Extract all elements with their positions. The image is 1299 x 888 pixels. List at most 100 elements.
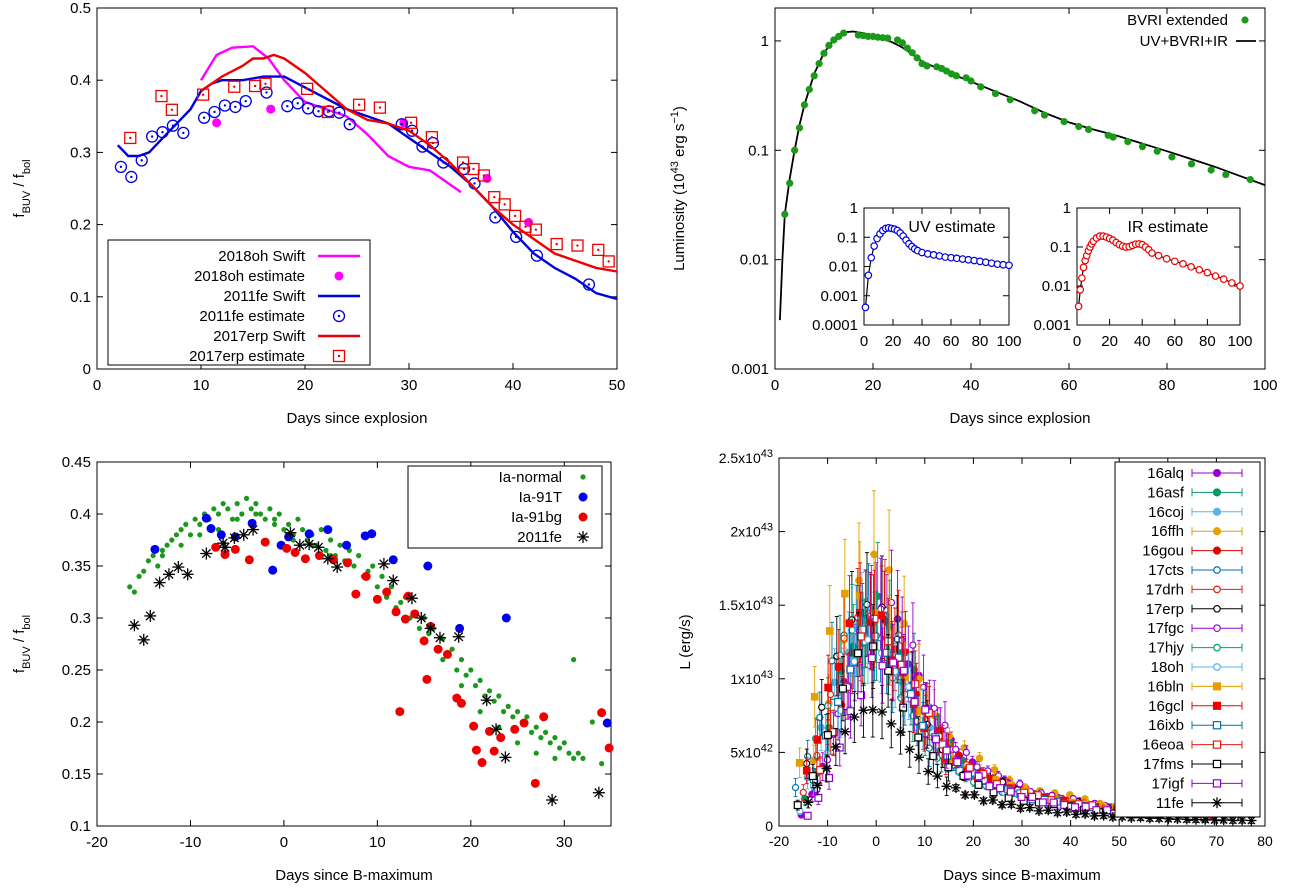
panel-b-inset-point [1170, 257, 1179, 266]
panel-b-legend-label: UV+BVRI+IR [1140, 33, 1229, 50]
panel-c-xtick-label: 0 [280, 834, 288, 851]
panel-a-line-2017erp Swift [200, 53, 618, 273]
panel-c-point-Ia-normal [243, 495, 250, 501]
panel-c-point-Ia-91bg [382, 587, 392, 597]
panel-c-point-2011fe [200, 547, 213, 560]
panel-d-point [919, 721, 928, 730]
panel-c-point-Ia-normal [514, 740, 521, 746]
panel-a-point-2017erp estimate [571, 239, 584, 252]
panel-b-legend: BVRI extended UV+BVRI+IR [1127, 12, 1256, 50]
panel-c-point-Ia-normal [262, 516, 268, 522]
panel-b-xtick-label: 60 [1061, 377, 1078, 394]
panel-c-point-Ia-normal [323, 547, 329, 554]
panel-d-point [985, 782, 994, 791]
panel-a-point-2011fe estimate [395, 118, 408, 131]
panel-b-point [923, 62, 931, 70]
panel-d-point [931, 735, 940, 744]
panel-d-point [867, 654, 876, 663]
panel-a-ytick-label: 0.1 [70, 289, 91, 306]
panel-d-xtick-label: 20 [966, 833, 982, 849]
panel-c-point-Ia-91bg [260, 537, 270, 547]
panel-d-point [996, 799, 1008, 810]
panel-c-point-Ia-normal [477, 709, 483, 715]
panel-c-point-Ia-normal [159, 547, 166, 554]
panel-d-point [845, 619, 854, 627]
panel-d-point [1006, 799, 1017, 810]
panel-d-point [812, 780, 823, 791]
panel-c-point-Ia-normal [187, 532, 194, 538]
panel-c-point-Ia-91T [388, 555, 398, 565]
panel-d-point [863, 600, 871, 609]
panel-c-point-Ia-91T [423, 561, 433, 571]
panel-c-point-2011fe [172, 561, 185, 574]
panel-c-point-Ia-91T [150, 544, 160, 554]
panel-a-point-2011fe estimate [239, 94, 252, 108]
panel-c-ytick-label: 0.15 [62, 766, 91, 783]
panel-d-legend-label: 16ffh [1151, 523, 1184, 540]
panel-d-legend-label: 17hjy [1148, 640, 1184, 657]
panel-d-point [974, 780, 983, 789]
panel-a-legend-label: 2017erp estimate [189, 348, 305, 365]
panel-c-point-Ia-normal [155, 563, 161, 569]
panel-a-point-2011fe estimate [530, 249, 544, 262]
panel-b-ytick-label: 0.1 [748, 142, 769, 159]
panel-c-point-Ia-normal [505, 703, 511, 710]
panel-a-point-2011fe estimate [156, 126, 169, 139]
panel-d-point [793, 801, 802, 810]
panel-c-point-2011fe [228, 531, 241, 544]
panel-d-point [1237, 815, 1248, 826]
panel-b-point [825, 41, 833, 49]
panel-c-point-Ia-normal [566, 750, 572, 756]
panel-c-point-Ia-normal [538, 735, 544, 741]
panel-c-point-2011fe [377, 557, 390, 570]
panel-b-legend-label: BVRI extended [1127, 12, 1228, 29]
panel-c-point-Ia-91bg [391, 607, 401, 617]
panel-b-point [781, 210, 789, 218]
panel-d-point [1097, 801, 1105, 810]
panel-a-point-2017erp estimate [259, 77, 272, 90]
panel-c-legend-swatch [580, 474, 586, 480]
panel-c-point-2011fe [284, 526, 297, 539]
panel-d-legend-label: 17cts [1148, 562, 1184, 579]
panel-c-point-Ia-91bg [290, 547, 300, 557]
panel-d-point [839, 726, 851, 737]
panel-a-legend: 2018oh Swift 2018oh estimate 2011fe Swift 2… [107, 239, 371, 366]
panel-d-point [899, 703, 908, 712]
panel-c-point-Ia-91T [216, 530, 226, 540]
panel-a-ytick-label: 0 [83, 361, 91, 378]
panel-c-point-Ia-normal [571, 755, 577, 762]
panel-d-point [810, 692, 819, 701]
panel-b-point [1060, 117, 1068, 126]
panel-b-point [977, 83, 985, 91]
panel-c-point-Ia-normal [150, 553, 156, 559]
panel-d-point [1024, 802, 1035, 813]
panel-c-point-2011fe [405, 592, 418, 605]
panel-d-legend-label: 17drh [1146, 581, 1184, 598]
panel-d-point [864, 636, 872, 644]
panel-c-point-Ia-normal [552, 735, 558, 741]
panel-b-inset-ytick-label: 0.01 [1042, 278, 1071, 295]
panel-d-point [952, 745, 960, 753]
panel-d-point [816, 765, 825, 774]
panel-d-point [914, 733, 923, 742]
panel-c-point-2011fe [452, 630, 465, 643]
panel-c-point-Ia-normal [211, 506, 217, 512]
panel-d-point [886, 718, 897, 729]
panel-d-point [870, 550, 878, 559]
panel-d-point [824, 683, 832, 692]
panel-c-point-2011fe [153, 576, 166, 589]
panel-d-point [901, 673, 909, 681]
panel-c-point-2011fe [592, 786, 605, 799]
panel-b-inset-point [1228, 279, 1236, 287]
panel-d-legend: 16alq 16asf 16coj 16ffh 16gou 17cts 17drh 17erp… [1114, 461, 1261, 818]
panel-a-point-2017erp estimate [124, 131, 137, 145]
panel-c-point-Ia-normal [239, 511, 245, 517]
panel-b-inset-ytick-label: 1 [1063, 200, 1071, 217]
panel-b-point [1207, 166, 1215, 174]
panel-c-point-Ia-91bg [519, 718, 529, 728]
panel-b-point [805, 85, 813, 94]
panel-a-point-2011fe estimate [291, 97, 304, 110]
panel-c-point-Ia-normal [136, 573, 142, 580]
panel-b-ylabel: Luminosity (1043 erg s−1) [669, 106, 688, 271]
panel-a-point-2011fe estimate [125, 170, 138, 184]
